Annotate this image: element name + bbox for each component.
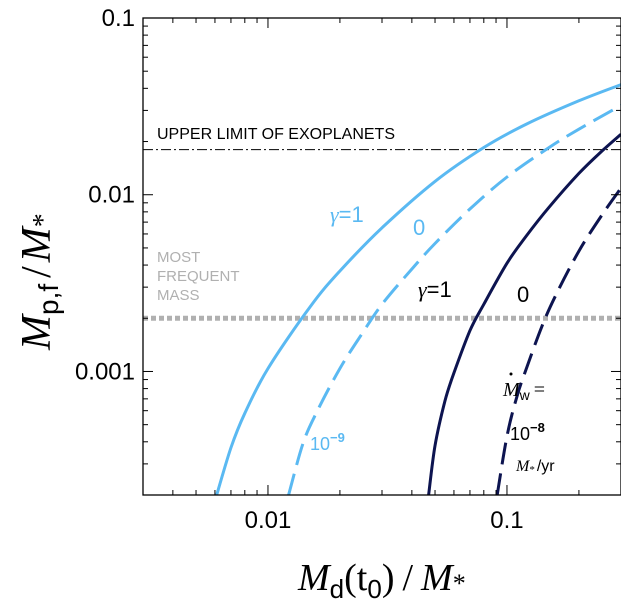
- y-axis-title: Mp,f/M*: [14, 213, 64, 351]
- series-line-2: [287, 104, 621, 495]
- series-group: [215, 83, 621, 495]
- svg-text:Mw=: Mw =: [502, 379, 545, 403]
- light-gamma0-annotation: 0: [413, 215, 425, 240]
- most-frequent-label-line3: MASS: [157, 287, 200, 304]
- light-mdot-annotation: 10−9: [310, 430, 345, 454]
- y-tick-label-1: 0.001: [75, 358, 135, 385]
- dark-gamma1-annotation: γ=1: [418, 277, 452, 302]
- series-line-4: [495, 187, 621, 495]
- tick-labels: 0.01 0.1 0.001 0.01 0.1: [75, 5, 524, 534]
- series-line-3: [427, 133, 621, 495]
- dark-gamma0-annotation: 0: [517, 282, 529, 307]
- mdot-dot: [509, 372, 513, 376]
- plot-frame: [142, 17, 621, 496]
- dark-mdot-annotation: Mw = 10−8 M*/yr: [502, 372, 555, 476]
- series-line-1: [215, 83, 621, 495]
- light-gamma1-annotation: γ=1: [330, 202, 364, 227]
- svg-text:M*/yr: M*/yr: [515, 458, 555, 476]
- x-axis-title: Md(t0) / M*: [297, 557, 466, 603]
- svg-text:10−8: 10−8: [510, 420, 545, 444]
- most-frequent-label-line1: MOST: [157, 249, 200, 266]
- x-tick-label-2: 0.1: [490, 507, 523, 534]
- ticks-group: [142, 17, 621, 496]
- y-tick-label-2: 0.01: [88, 182, 135, 209]
- x-tick-label-1: 0.01: [245, 507, 292, 534]
- most-frequent-label-line2: FREQUENT: [157, 268, 240, 285]
- y-tick-label-3: 0.1: [102, 5, 135, 32]
- upper-limit-label: UPPER LIMIT OF EXOPLANETS: [157, 126, 395, 143]
